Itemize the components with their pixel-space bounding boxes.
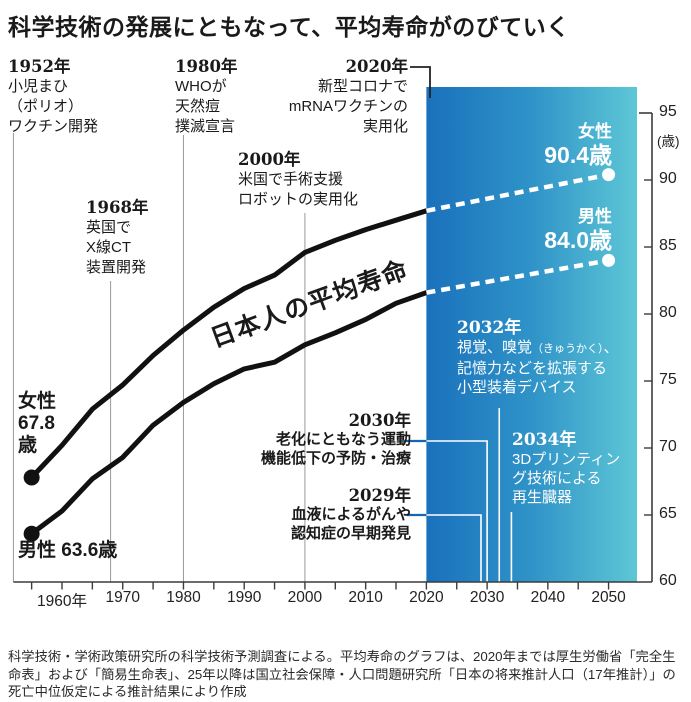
annotation-2032-year: 2032年: [457, 318, 522, 338]
annotation-1952-line: 小児まひ: [8, 78, 69, 95]
x-tick-label: 1990: [226, 589, 262, 606]
annotation-2032: 2032年 視覚、嗅覚（きゅうかく）、 記憶力などを拡張する 小型装着デバイス: [457, 319, 619, 397]
y-tick-label: 65: [659, 505, 677, 522]
annotation-2030-line: 老化にともなう運動: [275, 431, 411, 448]
annotation-2032-line: 記憶力などを拡張する: [457, 360, 608, 377]
x-tick-label: 2020: [409, 589, 444, 606]
annotation-2032-furigana: （きゅうかく）: [532, 343, 604, 355]
annotation-1968-year: 1968年: [86, 198, 149, 217]
y-tick-label: 85: [659, 237, 677, 254]
women-end-label: 女性 90.4歳: [452, 121, 612, 168]
annotation-2029-line: 認知症の早期発見: [290, 525, 411, 542]
annotation-1980-year: 1980年: [175, 57, 238, 76]
annotation-2030-year: 2030年: [348, 411, 411, 430]
annotation-1952-line: ワクチン開発: [8, 118, 99, 135]
x-tick-label: 2040: [530, 589, 566, 606]
women-end-value: 90.4歳: [544, 142, 612, 168]
x-axis-labels: 1960年 1970 1980 1990 2000 2010 2020 2030 2040 205…: [0, 589, 691, 610]
life-expectancy-chart: [12, 66, 653, 590]
annotation-2034-year: 2034年: [512, 430, 577, 450]
women-end-name: 女性: [578, 122, 612, 141]
men-start-label: 男性 63.6歳: [18, 540, 118, 561]
annotation-2000-line: 米国で手術支援: [238, 171, 344, 188]
y-tick-label: 90: [659, 170, 677, 187]
annotation-1968: 1968年 英国で X線CT 装置開発: [86, 198, 148, 278]
annotation-2030: 2030年 老化にともなう運動 機能低下の予防・治療: [233, 411, 411, 468]
annotation-1968-line: 英国で: [86, 219, 132, 236]
men-end-label: 男性 84.0歳: [452, 206, 612, 253]
annotation-2030-line: 機能低下の予防・治療: [260, 450, 411, 467]
annotation-2020-line: 新型コロナで: [317, 78, 408, 95]
annotation-1952-year: 1952年: [8, 57, 71, 76]
annotation-2032-line: 視覚、嗅覚（きゅうかく）、: [457, 338, 619, 359]
annotation-2034-line: 3Dプリンティン: [512, 451, 621, 468]
x-tick-label: 2000: [287, 589, 323, 606]
annotation-1980: 1980年 WHOが 天然痘 撲滅宣言: [175, 57, 237, 137]
annotation-2029: 2029年 血液によるがんや 認知症の早期発見: [233, 486, 411, 543]
y-tick-label: 80: [659, 304, 677, 321]
y-tick-label: 95: [659, 103, 677, 120]
men-end-value: 84.0歳: [544, 227, 612, 253]
men-end-name: 男性: [578, 207, 612, 226]
women-start-unit: 歳: [18, 435, 38, 456]
annotation-2034: 2034年 3Dプリンティン グ技術による 再生臓器: [512, 431, 620, 507]
x-tick-label: 2010: [348, 589, 383, 606]
women-start-label: 女性 67.8 歳: [18, 391, 56, 457]
y-tick-label: 60: [659, 572, 677, 589]
x-tick-label: 2030: [469, 589, 505, 606]
annotation-1980-line: 撲滅宣言: [175, 118, 236, 135]
x-tick-label: 1980: [166, 589, 201, 606]
annotation-2034-line: 再生臓器: [512, 489, 573, 506]
annotation-2000-line: ロボットの実用化: [238, 191, 359, 208]
annotation-1968-line: X線CT: [86, 239, 132, 256]
annotation-1980-line: 天然痘: [175, 98, 221, 115]
annotation-2000-year: 2000年: [238, 150, 301, 169]
women-start-value: 67.8: [18, 413, 55, 434]
annotation-2020-line: mRNAワクチンの: [288, 98, 408, 115]
annotation-2032-line-part: 、: [603, 339, 619, 356]
annotation-2032-line: 小型装着デバイス: [457, 379, 577, 396]
annotation-1952: 1952年 小児まひ （ポリオ） ワクチン開発: [8, 57, 98, 137]
y-tick-label: 70: [659, 438, 677, 455]
y-axis-unit: (歳): [657, 134, 680, 149]
source-note: 科学技術・学術政策研究所の科学技術予測調査による。平均寿命のグラフは、2020年…: [8, 649, 676, 700]
annotation-2020: 2020年 新型コロナで mRNAワクチンの 実用化: [240, 57, 408, 137]
annotation-2032-line-part: 視覚、嗅覚: [457, 339, 533, 356]
y-axis-labels: 60 65 70 75 80 85 90 95: [659, 0, 691, 650]
annotation-2000: 2000年 米国で手術支援 ロボットの実用化: [238, 150, 358, 210]
annotation-2020-line: 実用化: [362, 118, 408, 135]
x-tick-label: 1960年: [37, 593, 87, 610]
annotation-2034-line: グ技術による: [512, 470, 602, 487]
x-tick-label: 1970: [105, 589, 140, 606]
annotation-2029-line: 血液によるがんや: [291, 506, 411, 523]
annotation-2020-year: 2020年: [345, 57, 408, 76]
women-start-name: 女性: [18, 391, 57, 412]
annotation-1980-line: WHOが: [175, 78, 227, 95]
x-tick-label: 2050: [591, 589, 626, 606]
annotation-1952-line: （ポリオ）: [8, 98, 84, 115]
annotation-2029-year: 2029年: [348, 486, 411, 505]
annotation-1968-line: 装置開発: [86, 259, 147, 276]
y-tick-label: 75: [659, 371, 677, 388]
page-title: 科学技術の発展にともなって、平均寿命がのびていく: [8, 14, 570, 40]
